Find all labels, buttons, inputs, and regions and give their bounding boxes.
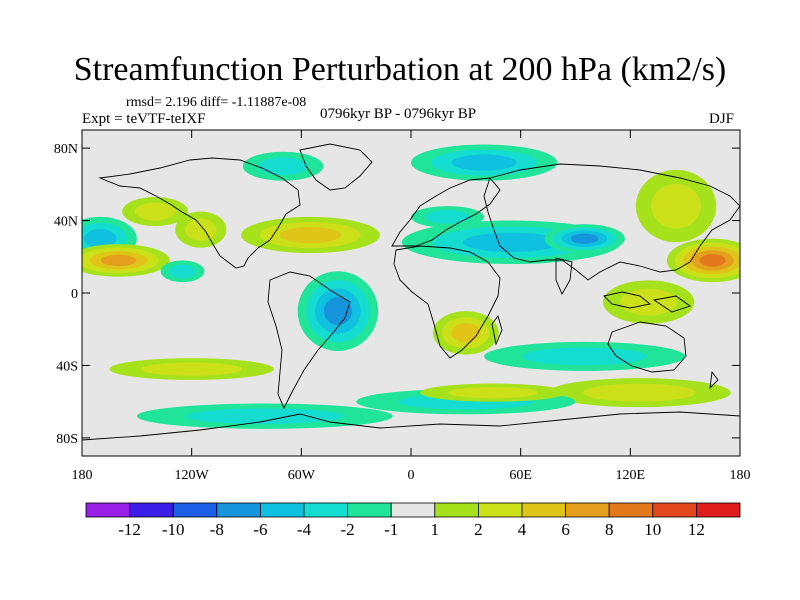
colorbar-swatch xyxy=(477,502,523,518)
lat-tick-label: 0 xyxy=(71,287,78,302)
lon-tick-label: 180 xyxy=(72,468,93,483)
colorbar-swatch xyxy=(129,502,174,518)
anomaly-contour-level xyxy=(570,233,599,244)
anomaly-contour-level xyxy=(451,323,481,343)
anomaly-region xyxy=(175,211,227,248)
anomaly-contour-level xyxy=(258,157,308,176)
anomaly-contour-level xyxy=(651,183,701,229)
lon-tick-label: 180 xyxy=(730,468,751,483)
lon-tick-label: 60E xyxy=(509,468,532,483)
anomaly-contour-level xyxy=(522,347,647,366)
anomaly-region xyxy=(122,197,189,226)
anomaly-contour-level xyxy=(84,229,117,249)
colorbar-swatch xyxy=(259,502,305,518)
colorbar-label: 6 xyxy=(561,520,570,539)
anomaly-contour-level xyxy=(620,288,677,316)
coastlines xyxy=(82,143,740,441)
anomaly-region xyxy=(666,238,740,283)
lon-tick-label: 120E xyxy=(616,468,646,483)
colorbar-label: -1 xyxy=(384,520,398,539)
colorbar-swatch xyxy=(216,502,261,518)
figure-title: Streamfunction Perturbation at 200 hPa (… xyxy=(73,51,727,88)
colorbar-swatch xyxy=(85,502,130,518)
anomaly-region xyxy=(548,378,731,408)
anomaly-contour-level xyxy=(134,202,176,221)
colorbar-label: -10 xyxy=(162,520,185,539)
anomaly-contour-level xyxy=(100,254,137,267)
anomaly-contour-level xyxy=(448,387,539,399)
anomaly-region xyxy=(136,403,393,429)
anomaly-region xyxy=(484,341,686,371)
lon-tick-label: 60W xyxy=(288,468,316,483)
lon-tick-label: 0 xyxy=(408,468,415,483)
colorbar-swatch xyxy=(608,502,654,518)
anomaly-contour-level xyxy=(451,154,517,171)
anomaly-region xyxy=(411,206,485,228)
anomaly-region xyxy=(297,271,379,351)
anomaly-contour-level xyxy=(323,297,352,325)
colorbar-swatch xyxy=(434,502,479,518)
lon-tick-label: 120W xyxy=(175,468,210,483)
colorbar-label: 12 xyxy=(688,520,705,539)
anomaly-contour-level xyxy=(169,264,197,278)
colorbar-label: -8 xyxy=(210,520,224,539)
anomaly-region xyxy=(544,224,625,254)
lat-tick-label: 40S xyxy=(56,359,78,374)
colorbar-label: 2 xyxy=(474,520,483,539)
anomaly-contour-level xyxy=(462,232,561,252)
anomaly-contour-level xyxy=(583,383,696,402)
anomaly-region xyxy=(82,244,170,277)
anomaly-contour-level xyxy=(185,218,217,241)
colorbar-swatch xyxy=(390,502,436,518)
lat-tick-label: 80S xyxy=(56,432,78,447)
colorbar-swatch xyxy=(696,502,741,518)
colorbar-label: -12 xyxy=(118,520,141,539)
lat-tick-label: 40N xyxy=(54,215,78,230)
colorbar-label: -2 xyxy=(341,520,355,539)
colorbar-swatch xyxy=(172,502,218,518)
colorbar-label: -6 xyxy=(253,520,267,539)
anomaly-contour-level xyxy=(699,254,726,267)
period-label: 0796kyr BP - 0796kyr BP xyxy=(320,106,477,122)
stats-text: rmsd= 2.196 diff= -1.11887e-08 xyxy=(126,95,307,110)
colorbar: -12 -10 -8 -6 -4 -2 -1 1 2 4 6 8 10 12 xyxy=(85,502,741,539)
anomaly-contour-level xyxy=(425,210,471,224)
anomaly-contour-level xyxy=(186,408,344,424)
anomaly-region xyxy=(432,311,499,355)
anomaly-contour-level xyxy=(279,226,342,244)
colorbar-label: 4 xyxy=(518,520,527,539)
axis-ticks: 80N 40N 0 40S 80S 180 120W 60W 0 60E 120E 180 xyxy=(54,130,751,483)
anomaly-region xyxy=(241,216,380,254)
anomaly-region xyxy=(602,280,695,324)
anomaly-region xyxy=(160,260,205,283)
lat-tick-label: 80N xyxy=(54,142,78,157)
colorbar-swatch xyxy=(565,502,610,518)
anomaly-region xyxy=(109,358,274,380)
colorbar-label: -4 xyxy=(297,520,312,539)
colorbar-swatch xyxy=(652,502,697,518)
colorbar-label: 8 xyxy=(605,520,614,539)
colorbar-label: 10 xyxy=(644,520,661,539)
anomaly-region xyxy=(420,383,567,402)
anomaly-region xyxy=(411,144,558,181)
anomaly-contour-level xyxy=(141,362,243,376)
anomaly-contours xyxy=(82,144,740,429)
anomaly-region xyxy=(635,169,717,243)
colorbar-label: 1 xyxy=(431,520,440,539)
season-label: DJF xyxy=(709,111,735,127)
experiment-label: Expt = teVTF-teIXF xyxy=(82,111,206,127)
colorbar-swatch xyxy=(347,502,392,518)
colorbar-swatch xyxy=(521,502,566,518)
colorbar-swatch xyxy=(303,502,348,518)
anomaly-region xyxy=(242,151,324,181)
